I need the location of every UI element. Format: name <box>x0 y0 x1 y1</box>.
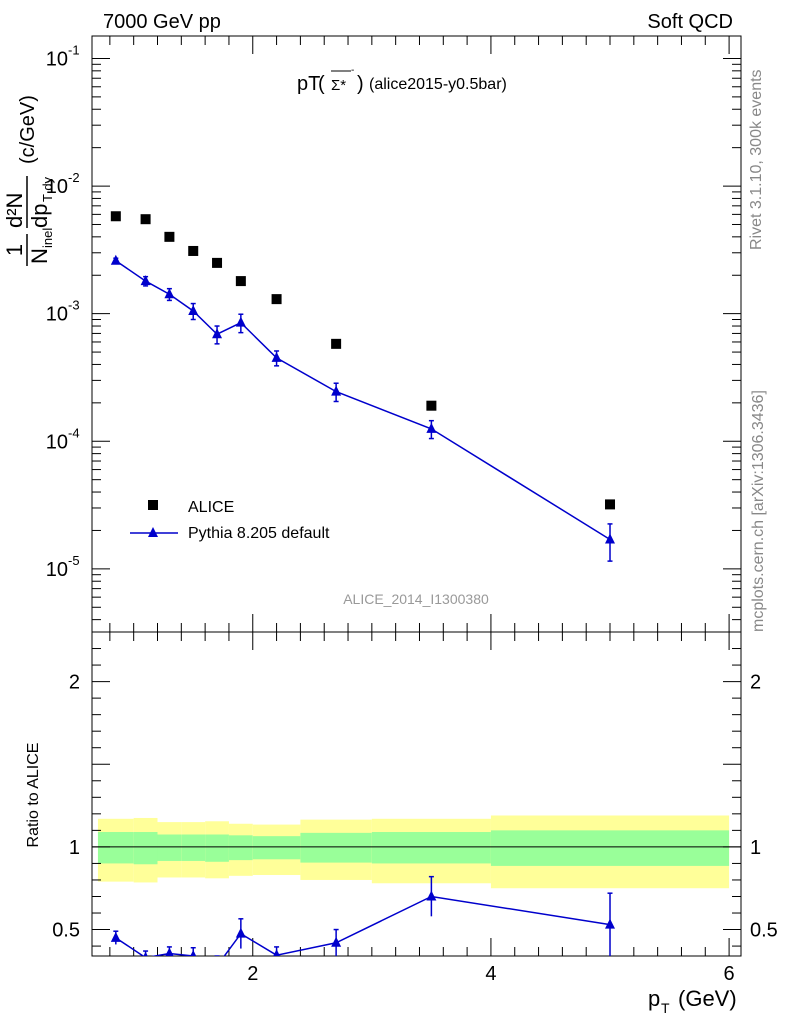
xlabel-sub: T <box>661 1000 670 1016</box>
ratio-marks <box>110 875 616 970</box>
pythia-point <box>605 533 616 544</box>
pythia-point <box>235 316 246 327</box>
header-category: Soft QCD <box>647 11 733 33</box>
pythia-point <box>331 385 342 396</box>
plot-title-paren-open: ( <box>318 73 325 95</box>
ratio-point <box>273 949 280 956</box>
ratio-point <box>235 927 246 938</box>
pythia-point <box>212 328 223 339</box>
main-ytick-exponent-3: -2 <box>68 170 80 185</box>
ratio-point <box>605 918 616 929</box>
analysis-watermark: ALICE_2014_I1300380 <box>343 591 489 607</box>
ratio-point <box>426 890 437 901</box>
plot-title: pT ( Σ* - ) (alice2015-y0.5bar) <box>297 65 507 95</box>
pythia-point <box>188 304 199 315</box>
plot-title-suffix: (alice2015-y0.5bar) <box>369 76 507 93</box>
alice-point <box>235 276 246 287</box>
plot-title-superscript: - <box>351 65 354 76</box>
alice-point <box>331 338 342 349</box>
xtick-label-0: 2 <box>247 963 258 985</box>
ratio-band-green-6 <box>252 836 301 860</box>
main-ytick-exponent-0: -5 <box>68 553 80 568</box>
main-marks <box>110 211 616 562</box>
legend-alice-marker <box>148 500 158 510</box>
alice-point <box>271 294 282 305</box>
alice-point <box>188 245 199 256</box>
ratio-ytick-label-right-1: 1 <box>750 837 761 859</box>
main-ytick-exponent-4: -1 <box>68 42 80 57</box>
main-ytick-label-3: 10 <box>46 176 68 198</box>
ratio-line <box>115 895 611 956</box>
xtick-label-1: 4 <box>485 963 496 985</box>
xtick-label-2: 6 <box>724 963 735 985</box>
legend: ALICE Pythia 8.205 default <box>130 499 330 542</box>
main-ytick-label-1: 10 <box>46 431 68 453</box>
main-ytick-exponent-1: -4 <box>68 425 80 440</box>
ylabel-n: N <box>27 248 52 264</box>
alice-point <box>140 214 151 225</box>
pythia-point <box>110 254 121 265</box>
ratio-point <box>143 951 148 956</box>
ratio-point <box>165 947 174 956</box>
ratio-band-green-2 <box>157 834 182 861</box>
ratio-band-green-4 <box>205 834 229 862</box>
main-ytick-label-2: 10 <box>46 304 68 326</box>
axes-ticks: 10 -510 -410 -310 -210 -12 4 60.5 0.51 12 2 <box>46 36 778 985</box>
pythia-point <box>164 288 175 299</box>
alice-point <box>212 257 223 268</box>
legend-alice-label: ALICE <box>188 499 234 516</box>
ylabel-inel: inel <box>40 228 55 248</box>
xlabel: p T (GeV) <box>648 986 737 1016</box>
pythia-point <box>426 422 437 433</box>
ratio-band-green-8 <box>371 832 491 864</box>
plot-title-paren-close: ) <box>357 73 364 95</box>
ratio-plot-frame <box>91 631 742 957</box>
ratio-point <box>190 950 197 956</box>
ratio-band-green-7 <box>300 832 372 863</box>
alice-point <box>164 231 175 242</box>
ratio-band-green-1 <box>133 832 158 865</box>
ylabel-unit: (c/GeV) <box>17 95 39 164</box>
ratio-point <box>212 960 222 970</box>
ratio-ytick-label-left-2: 2 <box>69 672 80 694</box>
ratio-ytick-label-left-0: 0.5 <box>52 920 80 942</box>
ratio-band-green-5 <box>228 835 253 861</box>
pythia-point <box>140 275 151 286</box>
xlabel-p: p <box>648 986 660 1011</box>
ylabel-denominator-sub: T dy <box>40 176 55 202</box>
main-ytick-label-0: 10 <box>46 559 68 581</box>
legend-pythia-label: Pythia 8.205 default <box>188 525 330 542</box>
ratio-bands <box>97 815 730 889</box>
ratio-ytick-label-left-1: 1 <box>69 837 80 859</box>
ylabel-one: 1 <box>2 244 27 256</box>
alice-point <box>605 499 616 510</box>
pythia-point <box>271 351 282 362</box>
main-ylabel: 1 N inel d²N dp T dy (c/GeV) <box>2 95 55 266</box>
header-collision: 7000 GeV pp <box>103 11 221 33</box>
ratio-band-green-9 <box>490 830 730 866</box>
ylabel-numerator: d²N <box>2 193 27 228</box>
ratio-band-green-0 <box>97 832 134 864</box>
mcplots-label: mcplots.cern.ch [arXiv:1306.3436] <box>750 390 767 632</box>
alice-point <box>110 211 121 222</box>
ratio-point <box>110 931 121 942</box>
alice-point <box>426 400 437 411</box>
plot-title-particle: Σ* <box>331 77 346 94</box>
main-plot-frame <box>91 35 742 633</box>
ratio-point <box>331 936 342 947</box>
pythia-line <box>115 260 611 541</box>
main-ytick-exponent-2: -3 <box>68 298 80 313</box>
ylabel-denominator: dp <box>27 204 52 228</box>
legend-pythia-marker <box>148 527 158 537</box>
xlabel-unit: (GeV) <box>678 986 737 1011</box>
rivet-label: Rivet 3.1.10, 300k events <box>748 69 765 250</box>
ratio-ytick-label-right-0: 0.5 <box>750 920 778 942</box>
plot-title-prefix: pT <box>297 73 320 95</box>
ratio-ylabel: Ratio to ALICE <box>25 743 42 848</box>
main-ytick-label-4: 10 <box>46 48 68 70</box>
ratio-ytick-label-right-2: 2 <box>750 672 761 694</box>
ratio-band-green-3 <box>181 834 206 861</box>
